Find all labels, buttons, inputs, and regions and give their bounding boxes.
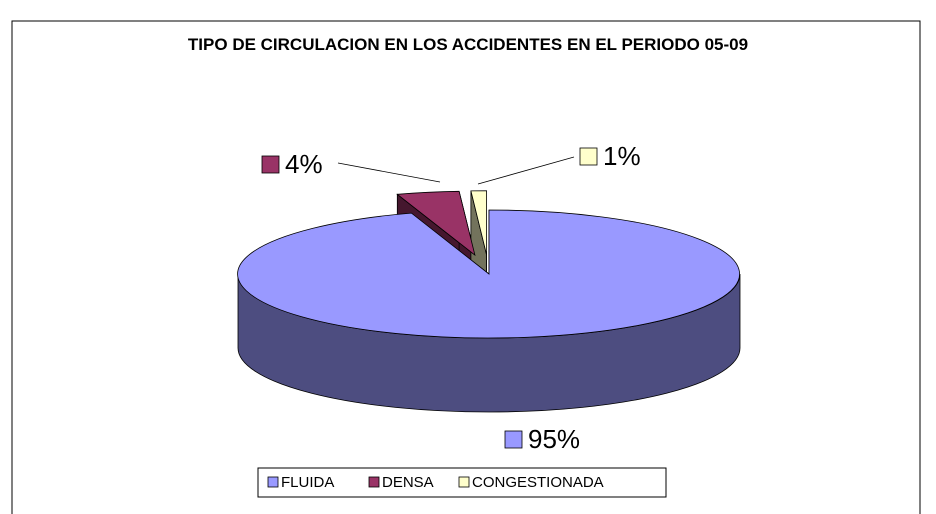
legend-label: CONGESTIONADA [472, 474, 604, 491]
data-label: 95% [528, 424, 580, 454]
slice [237, 209, 740, 339]
chart-title: TIPO DE CIRCULACION EN LOS ACCIDENTES EN… [187, 35, 749, 54]
legend-key [267, 476, 279, 488]
legend-key [368, 476, 380, 488]
chart-frame [11, 20, 921, 514]
title-box: TIPO DE CIRCULACION EN LOS ACCIDENTES EN… [0, 31, 936, 59]
legend-box [257, 467, 667, 498]
leader-line [337, 162, 441, 183]
legend-key [458, 476, 470, 488]
legend-label: FLUIDA [281, 474, 334, 491]
slice [396, 190, 476, 257]
label-key [579, 147, 598, 166]
label-key [504, 430, 523, 449]
label-key [261, 155, 280, 174]
slice [470, 190, 487, 255]
legend-label: DENSA [382, 474, 434, 491]
data-label: 1% [603, 141, 641, 171]
data-label: 4% [285, 149, 323, 179]
leader-line [477, 156, 575, 185]
